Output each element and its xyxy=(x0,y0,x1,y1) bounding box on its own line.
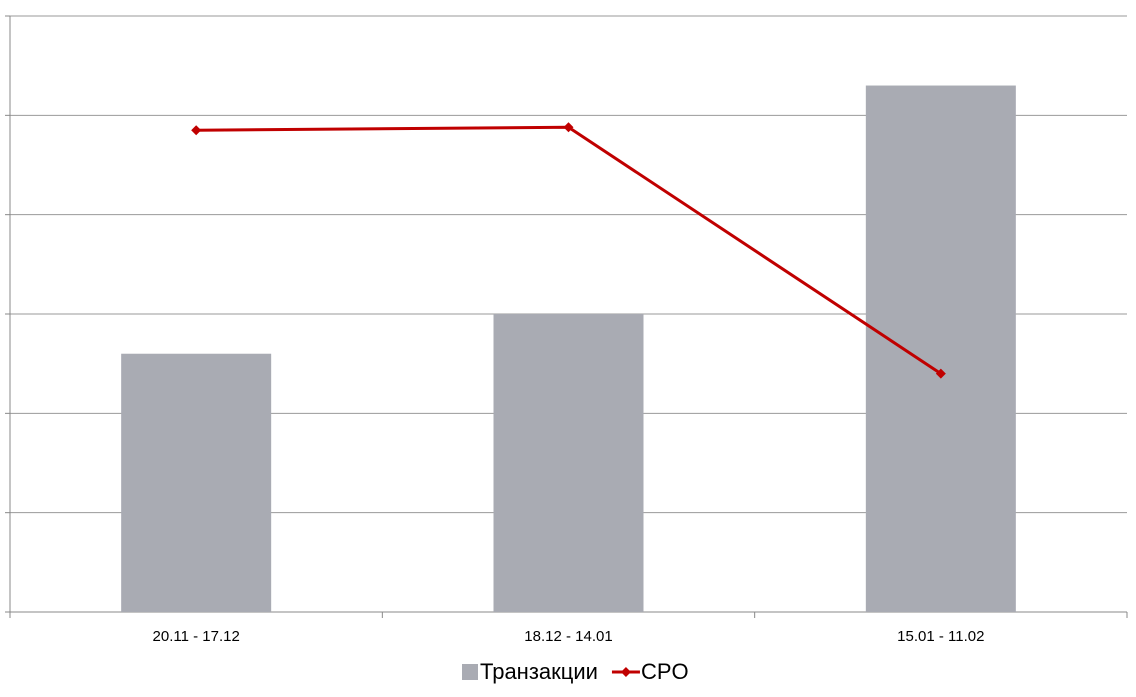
x-tick-label: 20.11 - 17.12 xyxy=(153,628,240,645)
bar xyxy=(865,85,1016,613)
line-marker xyxy=(563,122,574,133)
legend-swatch xyxy=(462,664,478,680)
legend-marker xyxy=(620,667,631,677)
legend-label: CPO xyxy=(641,659,689,684)
bar xyxy=(493,314,644,612)
line-marker xyxy=(935,368,946,379)
line-marker xyxy=(191,125,202,136)
legend: Транзакции CPO xyxy=(462,659,689,684)
x-tick-label: 18.12 - 14.01 xyxy=(524,628,612,645)
bar xyxy=(121,353,272,612)
x-tick-label: 15.01 - 11.02 xyxy=(897,628,984,645)
legend-label: Транзакции xyxy=(480,659,598,684)
